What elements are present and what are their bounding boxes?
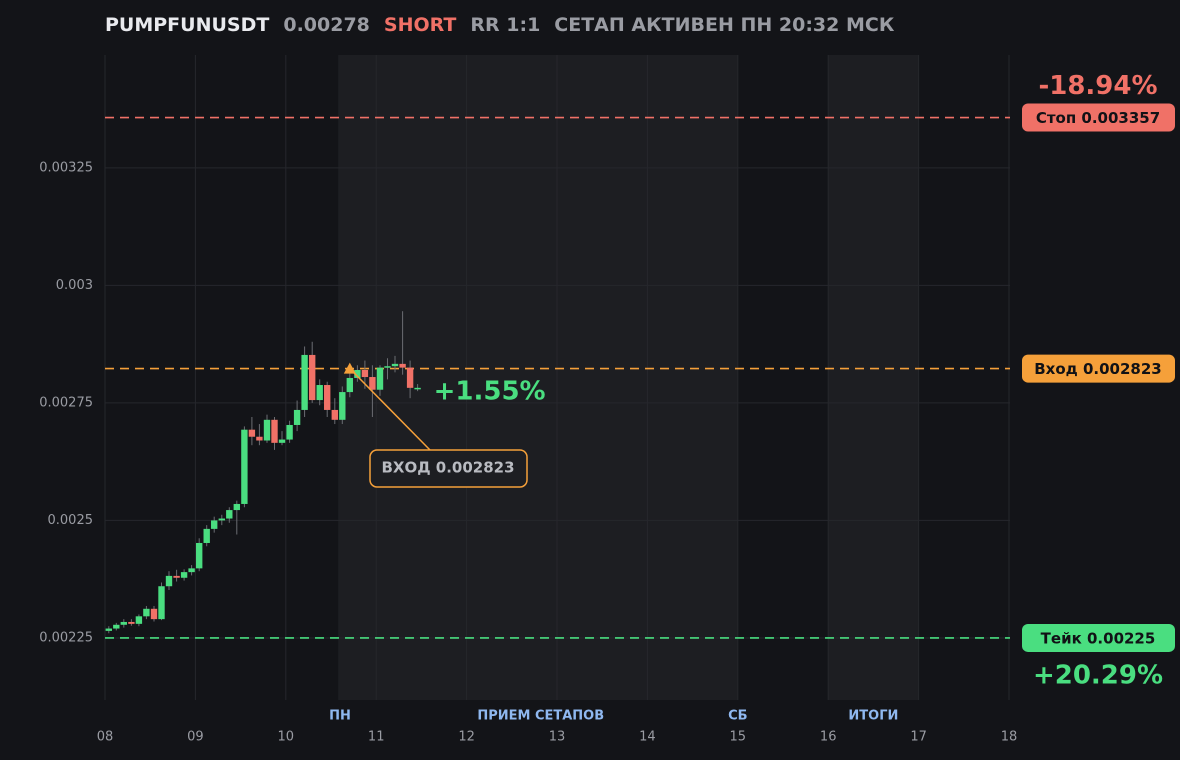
candle-body — [128, 621, 135, 624]
candle-body — [196, 542, 203, 569]
candle-body — [286, 424, 293, 440]
status: СЕТАП АКТИВЕН ПН 20:32 МСК — [554, 14, 895, 36]
symbol: PUMPFUNUSDT — [105, 14, 270, 36]
candle-body — [248, 429, 256, 437]
candle-body — [150, 608, 158, 620]
candle-body — [158, 586, 165, 620]
candle-body — [271, 419, 278, 443]
candle-body — [226, 510, 233, 519]
candle-body — [211, 520, 218, 529]
candle-body — [293, 409, 301, 425]
y-tick-label: 0.00225 — [39, 630, 93, 645]
candle-body — [339, 392, 346, 420]
candle-body — [346, 377, 353, 393]
level-change: +20.29% — [1033, 660, 1163, 690]
period-label: ПН — [329, 709, 351, 724]
x-tick-label: 13 — [549, 730, 566, 745]
level-tag — [1022, 623, 1175, 652]
candle-body — [241, 429, 248, 504]
candle-body — [120, 621, 127, 625]
entry-box — [369, 449, 528, 488]
candle-body — [384, 366, 391, 368]
price: 0.00278 — [283, 14, 370, 36]
entry-label: ВХОД 0.002823 — [381, 459, 514, 477]
candle-body — [105, 628, 112, 631]
candle-body — [324, 385, 331, 410]
candle-body — [173, 575, 180, 578]
candle-body — [354, 369, 361, 378]
shaded-period — [338, 55, 738, 700]
candle-body — [165, 575, 173, 587]
candle-body — [399, 363, 406, 368]
side: SHORT — [383, 14, 457, 36]
shaded-period — [828, 55, 919, 700]
entry-connector — [349, 368, 431, 451]
x-tick-label: 09 — [187, 730, 204, 745]
candle-body — [278, 439, 286, 443]
candle-body — [391, 363, 399, 367]
x-tick-label: 08 — [97, 730, 114, 745]
candle-body — [113, 624, 120, 629]
candle-body — [218, 518, 225, 521]
candle-body — [143, 608, 150, 617]
candle-body — [316, 385, 323, 401]
entry-marker — [343, 362, 356, 374]
x-tick-label: 16 — [820, 730, 837, 745]
candle-body — [233, 503, 240, 511]
candle-body — [414, 387, 421, 390]
period-label: ПРИЕМ СЕТАПОВ — [477, 709, 604, 724]
candle-body — [135, 616, 143, 624]
level-label: Вход 0.002823 — [1034, 360, 1162, 378]
candle-body — [376, 367, 384, 390]
candle-body — [301, 354, 308, 410]
header: PUMPFUNUSDT 0.00278 SHORT RR 1:1 СЕТАП А… — [105, 14, 894, 36]
y-tick-label: 0.00325 — [39, 160, 93, 175]
candle-body — [406, 367, 414, 388]
x-tick-label: 17 — [910, 730, 927, 745]
x-tick-label: 14 — [639, 730, 656, 745]
candle-body — [180, 572, 188, 578]
risk-reward: RR 1:1 — [470, 14, 541, 36]
x-tick-label: 18 — [1001, 730, 1018, 745]
level-tag — [1022, 103, 1175, 132]
candle-body — [331, 409, 338, 420]
x-tick-label: 11 — [368, 730, 385, 745]
y-tick-label: 0.003 — [56, 278, 93, 293]
x-tick-label: 15 — [730, 730, 747, 745]
candle-body — [361, 369, 369, 378]
y-tick-label: 0.00275 — [39, 395, 93, 410]
candle-body — [256, 436, 263, 441]
x-tick-label: 12 — [458, 730, 475, 745]
candle-body — [369, 377, 376, 390]
y-tick-label: 0.0025 — [48, 513, 94, 528]
candle-body — [263, 419, 271, 441]
candle-body — [203, 528, 210, 543]
level-label: Стоп 0.003357 — [1036, 109, 1160, 127]
candle-body — [309, 354, 316, 401]
x-tick-label: 10 — [278, 730, 295, 745]
current-change: +1.55% — [434, 376, 546, 406]
level-tag — [1022, 354, 1175, 383]
candle-body — [188, 568, 195, 573]
period-label: СБ — [728, 709, 747, 724]
period-label: ИТОГИ — [848, 709, 898, 724]
level-label: Тейк 0.00225 — [1041, 629, 1156, 647]
level-change: -18.94% — [1038, 71, 1157, 101]
